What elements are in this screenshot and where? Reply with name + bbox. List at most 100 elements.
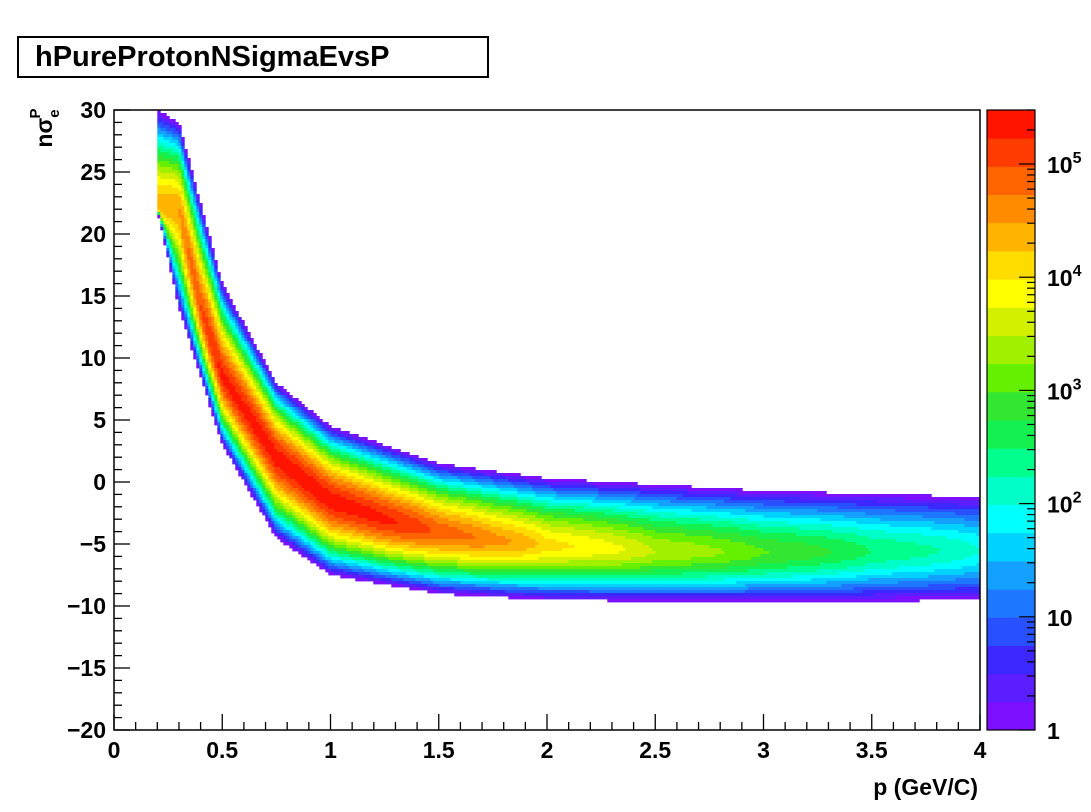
heatmap-cell [409, 548, 413, 552]
heatmap-cell [199, 278, 203, 282]
heatmap-cell [253, 467, 257, 471]
heatmap-cell [241, 320, 245, 324]
heatmap-cell [271, 401, 275, 405]
heatmap-cell [232, 317, 236, 321]
heatmap-cell [223, 446, 227, 450]
heatmap-cell [268, 377, 272, 381]
heatmap-cell [181, 236, 185, 240]
heatmap-cell [451, 545, 455, 549]
heatmap-cell [388, 527, 392, 531]
heatmap-cell [382, 551, 386, 555]
heatmap-cell [208, 290, 212, 294]
heatmap-cell [337, 455, 341, 459]
heatmap-cell [400, 578, 404, 582]
heatmap-cell [364, 482, 368, 486]
heatmap-cell [268, 518, 272, 522]
heatmap-cell [301, 503, 305, 507]
heatmap-cell [430, 578, 434, 582]
heatmap-cell [349, 449, 353, 453]
heatmap-cell [424, 533, 428, 537]
heatmap-cell [163, 146, 167, 150]
heatmap-cell [430, 467, 434, 471]
heatmap-cell [454, 551, 458, 555]
heatmap-cell [199, 329, 203, 333]
heatmap-cell [292, 425, 296, 429]
heatmap-cell [205, 353, 209, 357]
heatmap-cell [394, 524, 398, 528]
heatmap-cell [403, 530, 407, 534]
heatmap-cell [454, 581, 458, 585]
heatmap-cell [235, 395, 239, 399]
heatmap-cell [400, 542, 404, 546]
heatmap-cell [199, 215, 203, 219]
heatmap-cell [190, 332, 194, 336]
heatmap-cell [289, 524, 293, 528]
heatmap-cell [412, 581, 416, 585]
heatmap-cell [430, 521, 434, 525]
heatmap-cell [157, 194, 161, 198]
heatmap-cell [241, 431, 245, 435]
heatmap-cell [331, 491, 335, 495]
heatmap-cell [346, 509, 350, 513]
heatmap-cell [391, 539, 395, 543]
heatmap-cell [196, 359, 200, 363]
heatmap-cell [295, 488, 299, 492]
heatmap-cell [256, 389, 260, 393]
heatmap-cell [451, 491, 455, 495]
heatmap-cell [244, 455, 248, 459]
heatmap-cell [307, 437, 311, 441]
heatmap-cell [202, 293, 206, 297]
heatmap-cell [208, 281, 212, 285]
heatmap-cell [217, 416, 221, 420]
heatmap-cell [169, 134, 173, 138]
heatmap-cell [403, 473, 407, 477]
heatmap-cell [355, 557, 359, 561]
heatmap-cell [271, 479, 275, 483]
heatmap-cell [370, 512, 374, 516]
heatmap-cell [307, 458, 311, 462]
heatmap-cell [436, 512, 440, 516]
heatmap-cell [244, 392, 248, 396]
heatmap-cell [268, 392, 272, 396]
heatmap-cell [451, 569, 455, 573]
heatmap-cell [304, 446, 308, 450]
heatmap-cell [400, 473, 404, 477]
heatmap-cell [325, 545, 329, 549]
heatmap-cell [199, 326, 203, 330]
heatmap-cell [364, 491, 368, 495]
heatmap-cell [223, 407, 227, 411]
heatmap-cell [178, 185, 182, 189]
heatmap-cell [454, 536, 458, 540]
heatmap-cell [448, 533, 452, 537]
heatmap-cell [247, 464, 251, 468]
heatmap-cell [292, 428, 296, 432]
heatmap-cell [283, 518, 287, 522]
heatmap-cell [451, 512, 455, 516]
heatmap-cell [382, 479, 386, 483]
heatmap-cell [370, 548, 374, 552]
heatmap-cell [259, 443, 263, 447]
heatmap-cell [196, 290, 200, 294]
heatmap-cell [250, 353, 254, 357]
heatmap-cell [403, 512, 407, 516]
heatmap-cell [241, 437, 245, 441]
heatmap-cell [193, 320, 197, 324]
heatmap-cell [277, 506, 281, 510]
heatmap-cell [256, 449, 260, 453]
heatmap-cell [445, 521, 449, 525]
heatmap-cell [379, 560, 383, 564]
heatmap-cell [430, 527, 434, 531]
heatmap-cell [334, 503, 338, 507]
heatmap-cell [289, 518, 293, 522]
heatmap-cell [214, 356, 218, 360]
heatmap-cell [418, 488, 422, 492]
heatmap-cell [331, 449, 335, 453]
heatmap-cell [454, 545, 458, 549]
heatmap-cell [268, 458, 272, 462]
heatmap-cell [205, 260, 209, 264]
heatmap-cell [175, 149, 179, 153]
heatmap-cell [451, 509, 455, 513]
heatmap-cell [193, 293, 197, 297]
heatmap-cell [310, 458, 314, 462]
heatmap-cell [397, 527, 401, 531]
